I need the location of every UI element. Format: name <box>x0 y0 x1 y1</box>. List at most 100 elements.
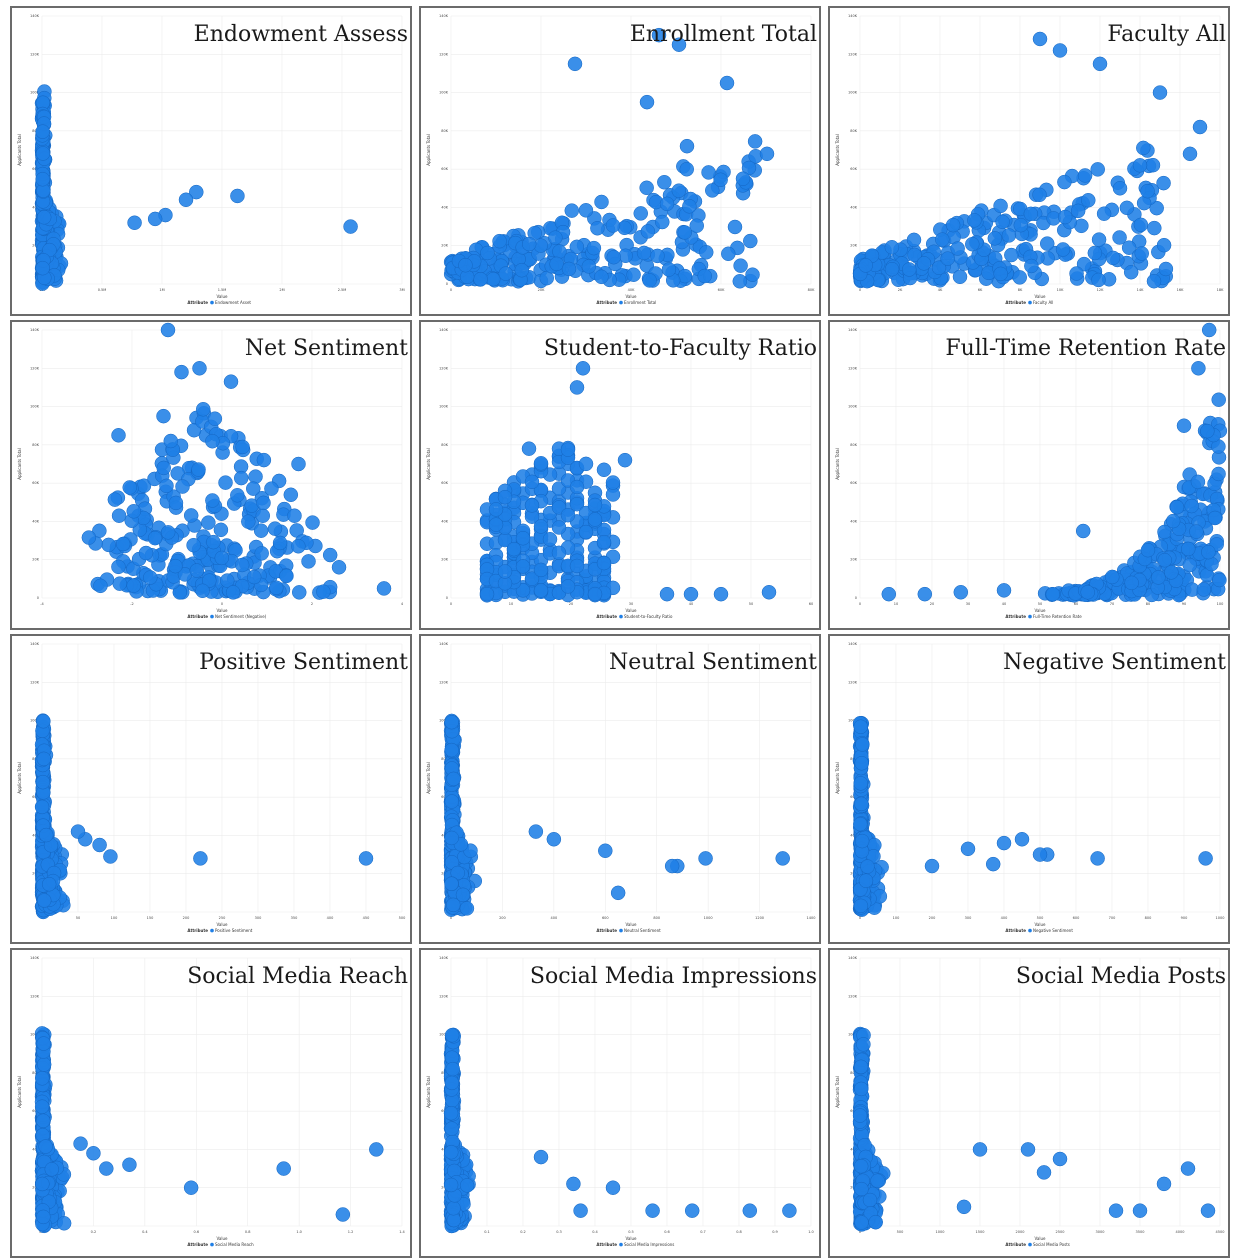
data-point <box>1032 31 1048 47</box>
x-tick-label: 4500 <box>1216 1230 1225 1234</box>
data-point <box>924 858 940 874</box>
data-point <box>719 75 735 91</box>
x-tick-label: 1M <box>159 288 164 292</box>
data-point <box>35 1176 50 1192</box>
data-point <box>36 751 52 767</box>
x-tick-label: 2000 <box>1016 1230 1025 1234</box>
x-tick-label: 50 <box>76 916 80 920</box>
y-tick-label: 140K <box>439 328 449 332</box>
data-point <box>655 214 670 230</box>
data-point <box>291 456 306 472</box>
data-point <box>241 514 256 529</box>
data-point <box>99 1161 114 1176</box>
scatter-plot: 020K40K60K80K100K120K140K010020030040050… <box>835 642 1224 933</box>
data-point <box>858 258 873 273</box>
data-point <box>1207 510 1223 526</box>
x-tick-label: 0.2 <box>520 1230 526 1234</box>
chart-panel: Net Sentiment 0 20K 40K 60K 80K 100K 120K 140K -4… <box>10 320 412 630</box>
data-point <box>202 573 217 588</box>
legend-entry: Net Sentiment (Negative) <box>215 614 267 619</box>
data-point <box>1181 541 1196 557</box>
x-tick-label: 90 <box>1182 602 1186 606</box>
y-axis-label: Applicants Total <box>835 134 840 166</box>
data-point <box>163 433 179 449</box>
y-axis-label: Applicants Total <box>17 448 22 480</box>
data-point <box>1123 264 1139 280</box>
y-axis-label: Applicants Total <box>17 762 22 794</box>
data-point <box>972 1142 988 1157</box>
x-tick-label: 300 <box>255 916 262 920</box>
scatter-plot: 0 20K 40K 60K 80K 100K 120K 140K -4 -2 0 2 4 Value App… <box>17 322 404 619</box>
x-tick-label: 0.4 <box>142 1230 148 1234</box>
data-point <box>488 502 504 517</box>
x-tick-label: 3500 <box>1136 1230 1145 1234</box>
y-tick-label: 100K <box>30 91 40 95</box>
data-point <box>566 1176 581 1192</box>
data-point <box>515 583 531 598</box>
y-tick-label: 40K <box>441 519 448 523</box>
y-tick-label: 60K <box>850 481 857 485</box>
legend-entry: Social Media Impressions <box>624 1242 674 1247</box>
data-point <box>1052 1151 1068 1167</box>
x-tick-label: 500 <box>897 1230 904 1234</box>
data-point <box>126 578 141 593</box>
chart-panel: Negative Sentiment020K40K60K80K100K120K1… <box>828 634 1230 944</box>
data-point <box>1032 187 1047 203</box>
data-point <box>1147 220 1162 236</box>
data-point <box>36 714 51 729</box>
data-point <box>679 161 694 177</box>
x-tick-label: 250 <box>219 916 226 920</box>
scatter-plot: 0 20K 40K 60K 80K 100K 120K 140K 0 20K 40K 60K 80K Va… <box>426 14 815 305</box>
data-point <box>956 1199 972 1215</box>
x-tick-label: 4K <box>938 288 943 292</box>
data-points <box>81 322 392 600</box>
x-tick-label: 2M <box>279 288 284 292</box>
y-tick-label: 100K <box>30 719 40 723</box>
data-point <box>446 1200 461 1216</box>
data-point <box>36 1036 51 1051</box>
legend-swatch <box>210 1242 214 1247</box>
y-tick-label: 20K <box>441 558 448 562</box>
data-point <box>186 537 201 553</box>
data-point <box>862 1192 878 1208</box>
y-tick-label: 140K <box>30 14 40 18</box>
data-point <box>860 859 875 874</box>
data-point <box>168 495 184 511</box>
data-point <box>172 585 188 600</box>
chart-panel: Student-to-Faculty Ratio 0 20K 40K 60K 80K 100… <box>419 320 821 630</box>
data-point <box>56 1216 72 1231</box>
data-point <box>650 248 665 264</box>
y-tick-label: 140K <box>848 328 858 332</box>
data-point <box>459 1178 475 1193</box>
x-tick-label: 14K <box>1137 288 1144 292</box>
data-point <box>127 215 142 230</box>
legend-swatch <box>1028 300 1032 305</box>
legend-entry: Negative Sentiment <box>1033 928 1073 933</box>
data-point <box>201 515 216 530</box>
data-point <box>1020 1142 1036 1157</box>
data-point <box>639 94 655 110</box>
data-point <box>1140 542 1156 558</box>
data-point <box>1180 1161 1196 1176</box>
data-point <box>1091 272 1106 288</box>
y-tick-label: 20K <box>32 558 39 562</box>
legend-swatch <box>210 928 214 933</box>
y-tick-label: 100K <box>439 719 449 723</box>
data-point <box>35 774 51 790</box>
data-point <box>1112 230 1127 245</box>
y-tick-label: 80K <box>850 443 857 447</box>
data-point <box>853 898 869 914</box>
data-point <box>858 873 874 888</box>
data-points <box>852 715 1213 917</box>
legend-entry: Full-Time Retention Rate <box>1033 614 1082 619</box>
legend-swatch <box>1028 614 1032 619</box>
data-point <box>36 1209 51 1225</box>
data-point <box>852 1108 868 1123</box>
y-axis-label: Applicants Total <box>17 1076 22 1108</box>
chart-title: Positive Sentiment <box>199 650 408 675</box>
data-point <box>935 232 950 247</box>
data-point <box>1201 322 1217 338</box>
legend-entry: Faculty All <box>1033 300 1053 305</box>
data-point <box>581 259 597 274</box>
x-tick-label: 6K <box>978 288 983 292</box>
